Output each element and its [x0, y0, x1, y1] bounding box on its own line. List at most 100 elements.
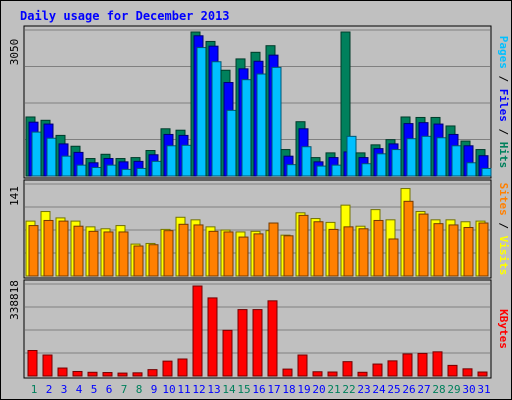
bar-kbytes-day-3: [57, 367, 68, 377]
bar-kbytes-day-29: [447, 364, 458, 377]
x-tick-label: 29: [447, 383, 460, 396]
legend-separator: /: [497, 122, 510, 142]
bar-sites-day-5: [88, 230, 99, 277]
legend: Sites / Visits: [497, 183, 510, 276]
bar-kbytes-day-5: [87, 371, 98, 377]
x-tick-label: 24: [372, 383, 386, 396]
legend-entry: Hits: [497, 142, 510, 169]
bar-kbytes-day-27: [417, 352, 428, 377]
x-tick-label: 14: [222, 383, 236, 396]
x-tick-label: 12: [192, 383, 205, 396]
x-tick-label: 20: [312, 383, 325, 396]
bar-kbytes-day-2: [42, 354, 53, 377]
bar-sites-day-19: [298, 214, 309, 277]
legend-separator: /: [497, 69, 510, 89]
x-tick-label: 5: [91, 383, 98, 396]
x-tick-label: 13: [207, 383, 220, 396]
bar-kbytes-day-21: [327, 371, 338, 377]
bar-sites-day-12: [193, 224, 204, 277]
x-tick-label: 7: [121, 383, 128, 396]
y-max-label: 3050: [8, 39, 21, 66]
bar-sites-day-4: [73, 225, 84, 277]
bar-sites-day-1: [28, 225, 39, 277]
bar-pages-day-20: [316, 165, 327, 177]
x-tick-label: 4: [76, 383, 83, 396]
bar-pages-day-18: [286, 164, 297, 177]
bar-sites-day-14: [223, 231, 234, 277]
bar-pages-day-6: [106, 164, 117, 177]
bar-pages-day-12: [196, 47, 207, 177]
bar-sites-day-28: [433, 223, 444, 277]
x-tick-label: 21: [327, 383, 340, 396]
bar-kbytes-day-20: [312, 371, 323, 377]
bar-pages-day-16: [256, 73, 267, 177]
bar-kbytes-day-11: [177, 358, 188, 377]
bar-pages-day-5: [91, 167, 102, 177]
x-tick-label: 15: [237, 383, 250, 396]
x-tick-label: 6: [106, 383, 113, 396]
x-tick-label: 17: [267, 383, 280, 396]
legend-entry: Files: [497, 89, 510, 122]
bar-sites-day-31: [478, 222, 489, 277]
bar-pages-day-22: [346, 135, 357, 177]
bar-kbytes-day-26: [402, 353, 413, 377]
bar-kbytes-day-22: [342, 361, 353, 377]
bar-kbytes-day-31: [477, 371, 488, 377]
legend-entry: KBytes: [497, 309, 510, 349]
y-max-label: 338818: [8, 280, 21, 320]
bar-pages-day-4: [76, 164, 87, 177]
bar-sites-day-25: [388, 238, 399, 277]
x-tick-label: 31: [477, 383, 490, 396]
bar-pages-day-13: [211, 61, 222, 177]
legend: KBytes: [497, 309, 510, 349]
bar-kbytes-day-4: [72, 370, 83, 377]
legend-separator: /: [497, 216, 510, 236]
bar-pages-day-3: [61, 155, 72, 177]
bar-pages-day-24: [376, 153, 387, 177]
x-tick-label: 27: [417, 383, 430, 396]
legend: Pages / Files / Hits: [497, 36, 510, 169]
x-tick-label: 3: [61, 383, 68, 396]
x-tick-label: 2: [46, 383, 53, 396]
bar-kbytes-day-18: [282, 368, 293, 377]
chart-title: Daily usage for December 2013: [20, 9, 230, 23]
x-tick-label: 26: [402, 383, 415, 396]
bar-pages-day-26: [406, 138, 417, 177]
bar-sites-day-23: [358, 228, 369, 277]
bar-kbytes-day-7: [117, 372, 128, 377]
bar-pages-day-29: [451, 145, 462, 177]
bar-sites-day-2: [43, 219, 54, 277]
bar-sites-day-17: [268, 222, 279, 277]
bar-pages-day-19: [301, 146, 312, 177]
bar-sites-day-9: [148, 244, 159, 277]
x-tick-label: 22: [342, 383, 355, 396]
bar-sites-day-6: [103, 231, 114, 277]
x-tick-label: 30: [462, 383, 475, 396]
bar-kbytes-day-17: [267, 300, 278, 377]
bar-pages-day-11: [181, 144, 192, 177]
bar-sites-day-13: [208, 230, 219, 277]
bar-kbytes-day-25: [387, 360, 398, 377]
x-tick-label: 23: [357, 383, 370, 396]
bar-kbytes-day-28: [432, 351, 443, 377]
x-tick-label: 10: [162, 383, 175, 396]
bar-kbytes-day-13: [207, 297, 218, 377]
bar-pages-day-15: [241, 79, 252, 177]
bar-pages-day-31: [481, 167, 492, 177]
legend-entry: Pages: [497, 36, 510, 69]
bar-sites-day-27: [418, 213, 429, 277]
bar-pages-day-17: [271, 66, 282, 177]
bar-pages-day-23: [361, 163, 372, 177]
bar-kbytes-day-12: [192, 285, 203, 377]
bar-pages-day-9: [151, 160, 162, 177]
bar-kbytes-day-14: [222, 329, 233, 377]
bar-sites-day-8: [133, 245, 144, 277]
bar-kbytes-day-10: [162, 360, 173, 377]
bar-sites-day-3: [58, 220, 69, 277]
bar-pages-day-25: [391, 149, 402, 177]
bar-sites-day-22: [343, 226, 354, 277]
bar-kbytes-day-16: [252, 309, 263, 377]
x-tick-label: 18: [282, 383, 295, 396]
bar-sites-day-20: [313, 221, 324, 277]
